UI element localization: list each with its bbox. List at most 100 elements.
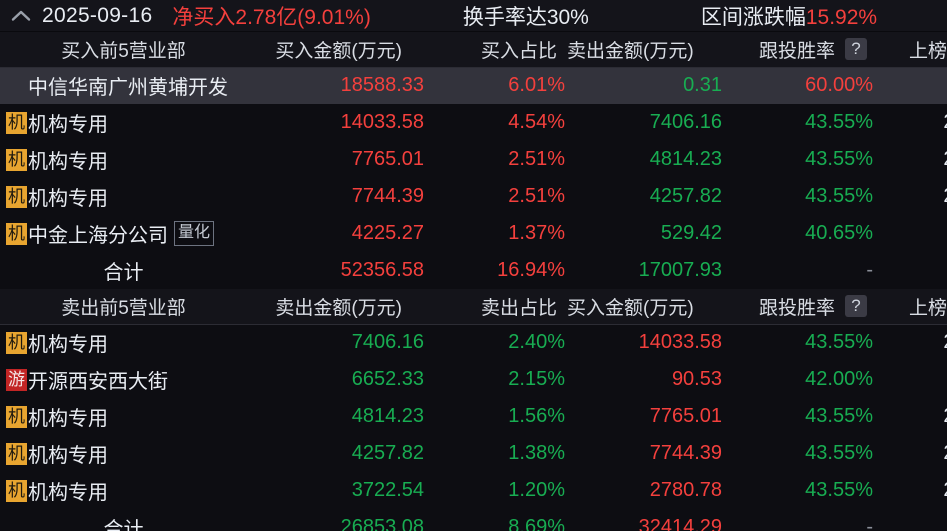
total-buy-amount: 32414.29 [638, 516, 722, 531]
table-row[interactable]: 机 机构专用 7406.16 2.40% 14033.58 43.55% 207… [0, 324, 947, 361]
col-header-win-rate[interactable]: 跟投胜率? [722, 289, 873, 325]
sell-amount: 0.31 [683, 74, 722, 97]
buy-table: 买入前5营业部 买入金额(万元) 买入占比 卖出金额(万元) 跟投胜率? 上榜次… [0, 32, 947, 289]
win-rate: 43.55% [805, 442, 873, 464]
sell-ratio: 2.40% [508, 331, 565, 354]
broker-name-cell[interactable]: 游 开源西安西大街 [0, 361, 247, 398]
col-header-counter-amount[interactable]: 卖出金额(万元) [565, 32, 722, 68]
col-header-counter-amount[interactable]: 买入金额(万元) [565, 289, 722, 325]
institution-badge-icon: 机 [6, 148, 27, 171]
col-header-ratio[interactable]: 买入占比 [424, 32, 565, 68]
total-count: - [873, 252, 947, 289]
col-header-count[interactable]: 上榜次数 [873, 289, 947, 325]
list-count: 20783 [873, 398, 947, 435]
broker-name: 机构专用 [28, 188, 108, 210]
quant-tag: 量化 [174, 221, 215, 246]
broker-name: 开源西安西大街 [28, 371, 168, 393]
table-row[interactable]: 机 机构专用 14033.58 4.54% 7406.16 43.55% 207… [0, 104, 947, 141]
total-win-rate: - [866, 516, 873, 531]
table-row[interactable]: 机 机构专用 7744.39 2.51% 4257.82 43.55% 2078… [0, 178, 947, 215]
buy-amount: 2780.78 [649, 479, 722, 501]
table-row[interactable]: 机 机构专用 4257.82 1.38% 7744.39 43.55% 2078… [0, 435, 947, 472]
col-header-count[interactable]: 上榜次数 [873, 32, 947, 68]
list-count: 20783 [873, 324, 947, 361]
buy-amount: 18588.33 [340, 74, 424, 97]
question-mark-icon[interactable]: ? [845, 295, 867, 318]
list-count: 20783 [873, 141, 947, 178]
list-count: 20783 [873, 104, 947, 141]
buy-ratio: 6.01% [508, 74, 565, 97]
broker-name: 机构专用 [28, 114, 108, 136]
table-row[interactable]: 机 机构专用 4814.23 1.56% 7765.01 43.55% 2078… [0, 398, 947, 435]
buy-amount: 7765.01 [649, 405, 722, 427]
sell-ratio: 1.38% [508, 442, 565, 464]
range-change-stat: 区间涨跌幅 15.92% [701, 1, 877, 31]
broker-name-cell[interactable]: 机 机构专用 [0, 324, 247, 361]
col-header-name[interactable]: 卖出前5营业部 [0, 289, 247, 325]
list-count: 20783 [873, 178, 947, 215]
col-header-name[interactable]: 买入前5营业部 [0, 32, 247, 68]
buy-amount: 4225.27 [351, 222, 424, 244]
table-row[interactable]: 机 机构专用 7765.01 2.51% 4814.23 43.55% 2078… [0, 141, 947, 178]
table-row[interactable]: 中信华南广州黄埔开发 18588.33 6.01% 0.31 60.00% 5 [0, 67, 947, 104]
broker-name-cell[interactable]: 中信华南广州黄埔开发 [0, 67, 247, 104]
total-sell-amount: 17007.93 [638, 259, 722, 281]
total-sell-amount: 26853.08 [340, 516, 424, 531]
broker-name-cell[interactable]: 机 机构专用 [0, 104, 247, 141]
list-count: 2319 [873, 361, 947, 398]
list-count: 20783 [873, 435, 947, 472]
buy-header-row: 买入前5营业部 买入金额(万元) 买入占比 卖出金额(万元) 跟投胜率? 上榜次… [0, 32, 947, 68]
sell-table: 卖出前5营业部 卖出金额(万元) 卖出占比 买入金额(万元) 跟投胜率? 上榜次… [0, 289, 947, 531]
broker-name: 中金上海分公司 [28, 225, 168, 247]
list-count: 2237 [873, 215, 947, 252]
turnover-stat: 换手率达30% [463, 1, 589, 31]
col-header-amount[interactable]: 买入金额(万元) [247, 32, 424, 68]
sell-total-row: 合计 26853.08 8.69% 32414.29 - - [0, 509, 947, 531]
list-count: 5 [873, 67, 947, 104]
summary-bar: 2025-09-16 净买入 2.78亿(9.01%) 换手率达30% 区间涨跌幅… [0, 0, 947, 32]
institution-badge-icon: 机 [6, 405, 27, 428]
sell-amount: 529.42 [660, 222, 722, 244]
table-row[interactable]: 机 机构专用 3722.54 1.20% 2780.78 43.55% 2078… [0, 472, 947, 509]
institution-badge-icon: 机 [6, 479, 27, 502]
win-rate: 43.55% [805, 185, 873, 207]
broker-name-cell[interactable]: 机 机构专用 [0, 398, 247, 435]
net-buy-value: 2.78亿(9.01%) [235, 5, 371, 29]
win-rate: 40.65% [805, 222, 873, 244]
broker-name-cell[interactable]: 机 机构专用 [0, 472, 247, 509]
sell-amount: 4814.23 [649, 148, 722, 170]
total-label: 合计 [103, 262, 144, 284]
col-header-amount[interactable]: 卖出金额(万元) [247, 289, 424, 325]
broker-name-cell[interactable]: 机 中金上海分公司 量化 [0, 215, 247, 252]
win-rate: 43.55% [805, 331, 873, 354]
range-change-value: 15.92% [805, 5, 878, 29]
broker-name-cell[interactable]: 机 机构专用 [0, 141, 247, 178]
net-buy-stat: 净买入 2.78亿(9.01%) [172, 1, 370, 31]
total-win-rate: - [866, 259, 873, 281]
institution-badge-icon: 机 [6, 442, 27, 465]
col-header-ratio[interactable]: 卖出占比 [424, 289, 565, 325]
broker-name: 机构专用 [28, 151, 108, 173]
total-count: - [873, 509, 947, 531]
buy-ratio: 2.51% [508, 185, 565, 207]
broker-name: 机构专用 [28, 408, 108, 430]
question-mark-icon[interactable]: ? [845, 38, 867, 61]
buy-ratio: 2.51% [508, 148, 565, 170]
table-row[interactable]: 游 开源西安西大街 6652.33 2.15% 90.53 42.00% 231… [0, 361, 947, 398]
table-row[interactable]: 机 中金上海分公司 量化 4225.27 1.37% 529.42 40.65%… [0, 215, 947, 252]
total-label: 合计 [103, 519, 144, 531]
broker-name: 机构专用 [28, 334, 108, 357]
collapse-toggle[interactable] [0, 0, 42, 31]
broker-name-cell[interactable]: 机 机构专用 [0, 435, 247, 472]
buy-amount: 14033.58 [340, 111, 424, 133]
col-header-win-rate[interactable]: 跟投胜率? [722, 32, 873, 68]
buy-amount: 7744.39 [649, 442, 722, 464]
institution-badge-icon: 机 [6, 331, 27, 354]
buy-amount: 7744.39 [351, 185, 424, 207]
buy-amount: 90.53 [671, 368, 722, 390]
sell-amount: 6652.33 [351, 368, 424, 390]
trade-date: 2025-09-16 [42, 3, 153, 27]
institution-badge-icon: 机 [6, 185, 27, 208]
broker-name-cell[interactable]: 机 机构专用 [0, 178, 247, 215]
buy-amount: 14033.58 [638, 331, 722, 354]
